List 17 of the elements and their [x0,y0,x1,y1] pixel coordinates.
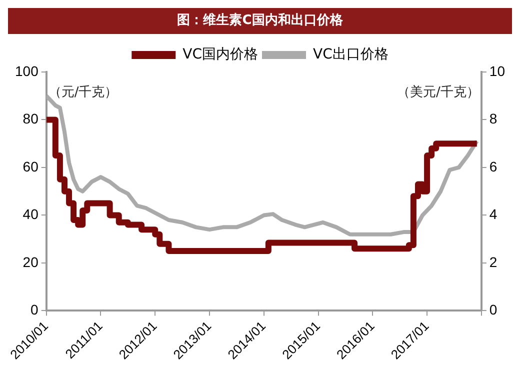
legend-label: VC出口价格 [313,46,388,63]
y-tick-label: 0 [30,302,39,318]
y-tick-label: 20 [22,254,39,270]
y-tick-label: 60 [22,158,39,174]
y-tick-label: 100 [15,62,39,79]
y2-tick-label: 8 [489,110,498,127]
y2-tick-label: 6 [489,158,498,174]
y2-tick-label: 0 [489,302,498,318]
y2-tick-label: 2 [489,254,498,270]
y2-axis-title: （美元/千克） [397,84,480,100]
y2-tick-label: 10 [489,62,506,79]
y-tick-label: 80 [22,110,39,127]
chart-title: 图：维生素C国内和出口价格 [8,8,512,34]
legend-label: VC国内价格 [182,46,258,63]
y2-tick-label: 4 [489,206,498,222]
y-axis-title: （元/千克） [48,84,118,100]
y-tick-label: 40 [22,206,39,222]
